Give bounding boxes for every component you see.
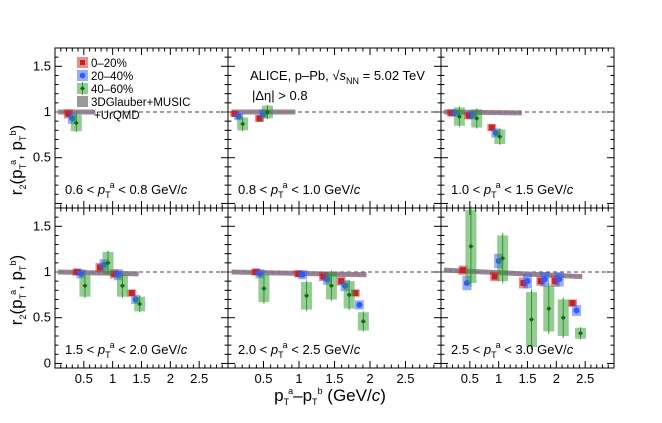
data-point-40-60 (497, 134, 503, 140)
legend-label: 0–20% (91, 58, 127, 70)
y-tick-label: 1 (44, 264, 51, 279)
eta-gap-annotation: |Δη| > 0.8 (252, 88, 308, 103)
data-point-40-60 (105, 260, 111, 266)
data-point-0-20 (488, 124, 495, 131)
data-point-20-40 (299, 271, 306, 278)
data-point-40-60 (578, 330, 584, 336)
panel-caption: 0.6 < pTa < 0.8 GeV/c (65, 180, 188, 200)
data-point-20-40 (524, 278, 531, 285)
data-point-40-60 (137, 301, 143, 307)
data-point-20-40 (573, 307, 580, 314)
y-tick-label: 1.5 (33, 218, 51, 233)
x-tick-label: 0.5 (254, 371, 272, 386)
x-tick-label: 2 (167, 371, 174, 386)
panels-layer: 0.5 1 1.5 0.6 < pTa < 0.8 GeV/c 0.8 < pTa < … (33, 47, 615, 386)
legend-swatch (77, 96, 88, 107)
data-point-20-40 (356, 301, 363, 308)
data-point-40-60 (474, 115, 480, 121)
data-point-20-40 (541, 276, 548, 283)
panel-caption: 0.8 < pTa < 1.0 GeV/c (238, 180, 361, 200)
model-center-line (57, 271, 139, 275)
panel-caption: 2.0 < pTa < 2.5 GeV/c (238, 340, 361, 360)
legend-item-3: 40–60% (77, 82, 133, 96)
y-tick-label: 0 (44, 355, 51, 370)
labels-layer: r2(pTa, pTb) r2(pTa, pTb) pTa–pTb (GeV/c… (7, 68, 425, 407)
y-axis-title: r2(pTa, pTb) (7, 125, 28, 195)
legend: 0–20%20–40%40–60%3DGlauber+MUSIC+UrQMD (77, 57, 190, 122)
x-tick-label: 2 (366, 371, 373, 386)
data-point-40-60 (240, 121, 246, 127)
x-tick-label: 2.5 (396, 371, 414, 386)
data-point-0-20 (352, 290, 359, 297)
legend-marker (80, 60, 85, 65)
data-point-40-60 (500, 255, 506, 261)
data-point-40-60 (468, 243, 474, 249)
panel-caption: 2.5 < pTa < 3.0 GeV/c (451, 340, 574, 360)
legend-item-2: 20–40% (77, 70, 133, 83)
x-tick-label: 2.5 (576, 371, 594, 386)
y-tick-label: 0.5 (33, 310, 51, 325)
data-point-40-60 (529, 317, 534, 323)
panel-caption: 1.0 < pTa < 1.5 GeV/c (451, 180, 574, 200)
y-axis-title-bottom: r2(pTa, pTb) (7, 255, 28, 325)
panel-1: 0.5 1 1.5 0.6 < pTa < 0.8 GeV/c (33, 47, 229, 209)
panel-2: 0.8 < pTa < 1.0 GeV/c (227, 47, 442, 209)
x-tick-label: 0.5 (75, 371, 93, 386)
x-tick-label: 1.5 (132, 371, 150, 386)
data-point-0-20 (459, 267, 466, 274)
data-point-40-60 (73, 120, 79, 126)
x-tick-label: 1.5 (325, 371, 343, 386)
x-tick-label: 1 (109, 371, 116, 386)
chart-title: ALICE, p–Pb, √sNN = 5.02 TeV (250, 68, 425, 86)
data-point-40-60 (456, 114, 462, 120)
data-point-0-20 (491, 273, 498, 280)
panel-caption: 1.5 < pTa < 2.0 GeV/c (65, 340, 188, 360)
legend-label: 20–40% (91, 71, 133, 83)
legend-item-5: +UrQMD (94, 110, 140, 122)
legend-item-4: 3DGlauber+MUSIC (77, 96, 190, 109)
panel-5: 0.5 1 1.5 2 2.5 2.0 < pTa < 2.5 GeV/c (227, 207, 442, 386)
x-tick-label: 1.5 (518, 371, 536, 386)
y-tick-label: 1.5 (33, 58, 51, 73)
data-point-40-60 (560, 315, 566, 321)
data-point-40-60 (265, 109, 270, 115)
data-point-40-60 (360, 318, 366, 324)
y-tick-label: 0.5 (33, 150, 51, 165)
data-point-40-60 (119, 283, 125, 289)
x-tick-label: 0.5 (461, 371, 479, 386)
panel-6: 0.5 1 1.5 2 2.52.5 < pTa < 3.0 GeV/c (440, 206, 615, 386)
x-tick-label: 2 (553, 371, 560, 386)
data-point-0-20 (128, 290, 135, 297)
legend-label: +UrQMD (94, 110, 140, 122)
data-point-40-60 (346, 292, 352, 298)
data-point-40-60 (261, 285, 267, 291)
legend-label: 3DGlauber+MUSIC (91, 97, 190, 109)
data-point-40-60 (328, 283, 334, 289)
x-tick-label: 1 (495, 371, 502, 386)
legend-marker (80, 86, 85, 91)
x-tick-label: 2.5 (190, 371, 208, 386)
panel-4: 0 0.5 1 1.5 0.5 1 1.5 2 2.51.5 < pTa < 2.0 GeV/c (33, 207, 229, 386)
panel-3: 1.0 < pTa < 1.5 GeV/c (440, 47, 615, 209)
data-point-40-60 (304, 293, 310, 299)
legend-label: 40–60% (91, 84, 133, 96)
data-point-0-20 (569, 300, 576, 307)
y-tick-label: 1 (44, 104, 51, 119)
data-point-40-60 (546, 306, 552, 312)
data-point-20-40 (556, 276, 563, 283)
legend-item-1: 0–20% (77, 57, 127, 70)
data-point-40-60 (82, 283, 88, 289)
x-tick-label: 1 (295, 371, 302, 386)
legend-marker (79, 72, 86, 79)
x-axis-title: pTa–pTb (GeV/c) (274, 386, 386, 407)
